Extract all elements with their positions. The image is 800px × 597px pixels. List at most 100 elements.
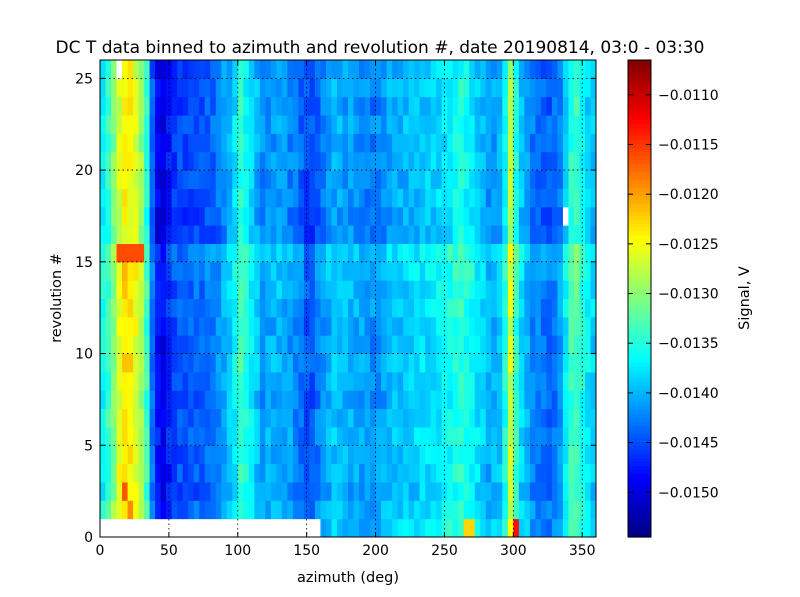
heatmap-cell <box>386 96 393 116</box>
heatmap-cell <box>441 261 448 281</box>
heatmap-cell <box>447 188 454 208</box>
heatmap-cell <box>359 115 366 134</box>
heatmap-cell <box>381 408 388 428</box>
heatmap-cell <box>199 225 206 244</box>
heatmap-cell <box>348 371 355 391</box>
heatmap-cell <box>414 133 421 153</box>
heatmap-cell <box>452 481 459 501</box>
heatmap-cell <box>579 243 586 263</box>
heatmap-cell <box>177 316 184 336</box>
heatmap-cell <box>177 188 184 208</box>
heatmap-cell <box>138 500 145 520</box>
heatmap-cell <box>546 445 553 465</box>
heatmap-cell <box>579 445 586 465</box>
heatmap-cell <box>248 151 255 171</box>
heatmap-cell <box>469 316 476 336</box>
heatmap-cell <box>276 188 283 208</box>
heatmap-cell <box>215 170 222 189</box>
heatmap-cell <box>111 426 118 446</box>
heatmap-cell <box>336 133 343 153</box>
heatmap-cell <box>414 353 421 373</box>
heatmap-cell <box>138 170 145 189</box>
heatmap-cell <box>342 371 349 391</box>
heatmap-cell <box>562 78 569 98</box>
heatmap-cell <box>210 371 217 391</box>
heatmap-cell <box>325 408 332 428</box>
heatmap-cell <box>551 96 558 116</box>
heatmap-cell <box>133 390 140 410</box>
heatmap-cell <box>348 243 355 263</box>
heatmap-cell <box>419 353 426 373</box>
colorbar-segment <box>628 91 651 97</box>
heatmap-cell <box>518 261 525 281</box>
heatmap-cell <box>105 170 112 189</box>
heatmap-cell <box>171 170 178 189</box>
heatmap-cell <box>430 518 437 538</box>
heatmap-cell <box>221 133 228 153</box>
heatmap-cell <box>403 133 410 153</box>
heatmap-cell <box>243 518 250 538</box>
heatmap-cell <box>419 170 426 189</box>
heatmap-cell <box>370 115 377 134</box>
heatmap-cell <box>507 188 514 208</box>
heatmap-cell <box>199 371 206 391</box>
colorbar-segment <box>628 75 651 81</box>
heatmap-cell <box>111 133 118 153</box>
heatmap-cell <box>463 408 470 428</box>
heatmap-cell <box>392 225 399 244</box>
heatmap-cell <box>507 426 514 446</box>
heatmap-cell <box>265 426 272 446</box>
heatmap-cell <box>502 78 509 98</box>
heatmap-cell <box>370 151 377 171</box>
heatmap-cell <box>138 115 145 134</box>
heatmap-cell <box>480 170 487 189</box>
heatmap-cell <box>375 316 382 336</box>
heatmap-cell <box>287 225 294 244</box>
heatmap-cell <box>408 445 415 465</box>
heatmap-cell <box>303 408 310 428</box>
heatmap-cell <box>403 280 410 299</box>
heatmap-cell <box>469 518 476 538</box>
heatmap-cell <box>342 261 349 281</box>
colorbar-segment <box>628 433 651 439</box>
heatmap-cell <box>485 316 492 336</box>
heatmap-cell <box>590 518 597 538</box>
heatmap-cell <box>133 408 140 428</box>
heatmap-cell <box>182 481 189 501</box>
heatmap-cell <box>568 60 575 79</box>
heatmap-cell <box>353 426 360 446</box>
heatmap-cell <box>270 445 277 465</box>
heatmap-cell <box>540 463 547 483</box>
heatmap-cell <box>496 96 503 116</box>
heatmap-cell <box>314 371 321 391</box>
heatmap-cell <box>309 408 316 428</box>
heatmap-cell <box>171 151 178 171</box>
heatmap-cell <box>215 445 222 465</box>
heatmap-cell <box>496 151 503 171</box>
heatmap-cell <box>568 298 575 318</box>
heatmap-cell <box>518 335 525 355</box>
colorbar-segment <box>628 135 651 141</box>
heatmap-cell <box>353 316 360 336</box>
heatmap-cell <box>414 500 421 520</box>
heatmap-cell <box>237 426 244 446</box>
x-tick-label: 0 <box>96 543 105 559</box>
heatmap-cell <box>303 206 310 226</box>
colorbar-segment <box>628 378 651 383</box>
heatmap-cell <box>568 463 575 483</box>
heatmap-cell <box>408 335 415 355</box>
heatmap-cell <box>138 426 145 446</box>
heatmap-cell <box>160 78 167 98</box>
heatmap-cell <box>221 225 228 244</box>
heatmap-cell <box>447 60 454 79</box>
heatmap-cell <box>524 206 531 226</box>
colorbar-segment <box>628 358 651 363</box>
heatmap-cell <box>513 408 520 428</box>
heatmap-cell <box>375 206 382 226</box>
heatmap-cell <box>105 280 112 299</box>
heatmap-cell <box>502 133 509 153</box>
heatmap-cell <box>281 298 288 318</box>
heatmap-cell <box>270 151 277 171</box>
heatmap-cell <box>529 316 536 336</box>
heatmap-cell <box>193 60 200 79</box>
